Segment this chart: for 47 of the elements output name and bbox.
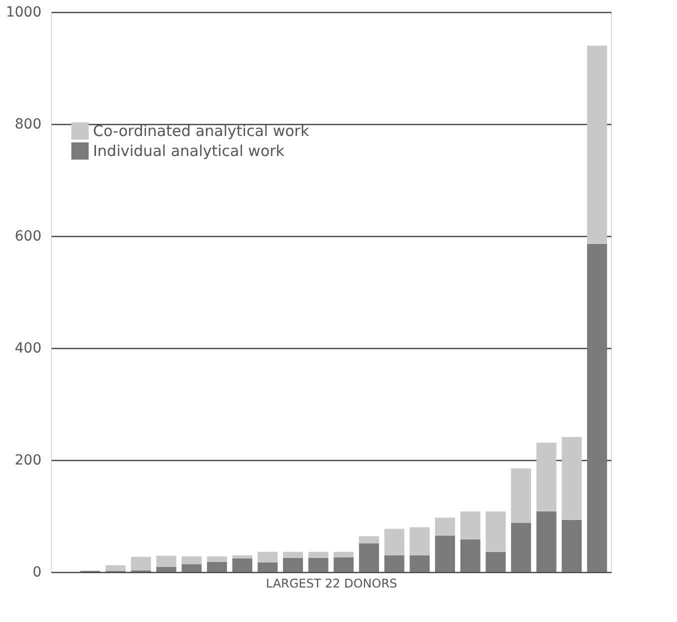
bar [587,46,608,244]
bar [156,556,176,567]
bar [486,552,506,572]
bar [106,565,126,571]
bar [182,556,202,564]
bar [410,527,430,556]
bar [206,562,227,572]
bar [384,528,404,556]
bar [130,556,151,570]
y-tick-label: 0 [32,564,42,580]
bar [562,437,582,520]
bar [206,556,227,562]
bar [486,512,506,552]
bar [435,518,456,536]
y-tick-label: 600 [14,228,42,244]
bar [232,555,252,559]
bar [384,555,404,572]
bar [536,512,556,572]
bar [460,512,480,540]
bar [536,442,556,512]
bar [308,552,328,558]
bar [587,244,608,572]
bar [334,557,354,572]
bar [511,522,532,572]
bar [258,562,278,572]
bar [282,552,303,558]
bar [562,520,582,572]
bar [232,558,252,572]
bar [511,468,532,523]
bar [410,555,430,572]
bar [258,552,278,562]
bar [308,558,328,572]
bar [282,558,303,572]
y-tick-label: 800 [14,116,42,132]
y-tick-label: 400 [14,340,42,356]
x-axis-title: LARGEST 22 DONORS [266,576,398,590]
bar [334,552,354,558]
legend-label: Individual analytical work [93,142,285,160]
bar [460,540,480,572]
y-tick-label: 1000 [6,4,42,20]
bar [182,564,202,572]
bar [156,566,176,572]
y-tick-label: 200 [14,452,42,468]
bar [359,543,380,572]
bar [359,536,380,544]
bar [435,536,456,572]
legend-label: Co-ordinated analytical work [93,122,310,140]
